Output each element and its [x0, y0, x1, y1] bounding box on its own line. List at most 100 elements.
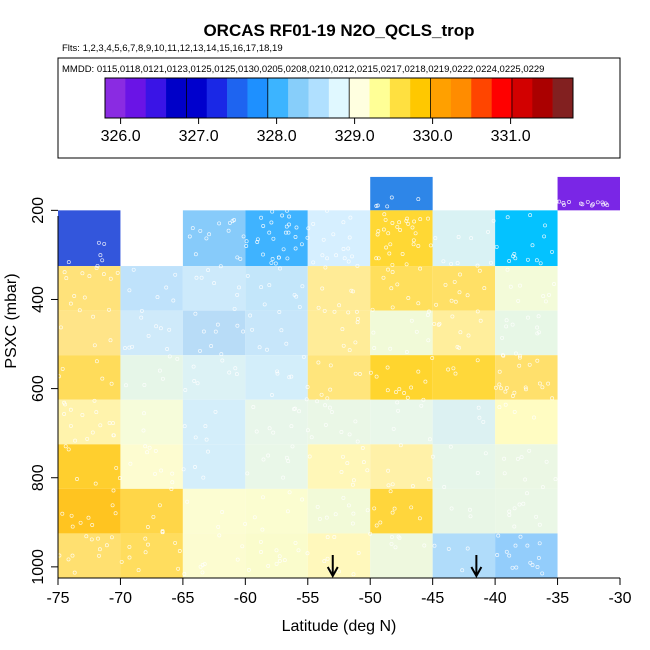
- flight-point: [514, 351, 518, 356]
- flight-point: [478, 318, 483, 323]
- flight-point: [142, 383, 147, 387]
- flight-point: [151, 514, 156, 519]
- flight-point: [94, 359, 99, 364]
- flight-point: [460, 568, 465, 573]
- flight-point: [157, 368, 162, 373]
- colorbar-swatch: [308, 78, 330, 118]
- flight-point: [427, 477, 431, 482]
- flight-point: [89, 537, 94, 542]
- flight-point: [113, 511, 118, 516]
- flight-point: [227, 220, 232, 225]
- flight-point: [115, 270, 120, 275]
- flight-point: [355, 439, 360, 444]
- flight-point: [396, 408, 401, 413]
- flight-point: [117, 476, 122, 481]
- flight-point: [284, 224, 289, 229]
- flight-point: [428, 243, 433, 248]
- flight-point: [244, 239, 249, 244]
- colorbar-swatch: [389, 78, 411, 118]
- flight-point: [193, 252, 198, 257]
- flight-point: [294, 225, 299, 230]
- flight-point: [165, 347, 170, 351]
- colorbar-swatch: [532, 78, 553, 118]
- flight-point: [97, 547, 102, 552]
- flight-point: [543, 299, 548, 304]
- heatmap-bin: [432, 355, 496, 400]
- flight-point: [68, 407, 73, 412]
- flights-text: Flts: 1,2,3,4,5,6,7,8,9,10,11,12,13,14,1…: [62, 43, 283, 54]
- colorbar-swatch: [552, 78, 574, 118]
- flight-point: [64, 276, 69, 281]
- flight-point: [325, 208, 329, 213]
- flight-point: [80, 271, 85, 276]
- flight-point: [554, 199, 559, 204]
- flight-point: [284, 455, 289, 460]
- flight-point: [143, 444, 148, 449]
- flight-point: [340, 327, 345, 332]
- flight-point: [260, 527, 265, 532]
- flight-point: [72, 294, 77, 298]
- plot-area: [57, 176, 620, 579]
- flight-point: [391, 426, 396, 431]
- heatmap-bin: [370, 266, 433, 311]
- heatmap-bin: [307, 210, 371, 267]
- flight-point: [390, 221, 395, 225]
- flight-point: [393, 545, 398, 550]
- flight-point: [300, 497, 305, 502]
- flight-point: [187, 234, 192, 239]
- colorbar-swatch: [471, 78, 492, 118]
- flight-point: [580, 202, 585, 207]
- flight-point: [306, 226, 311, 231]
- flight-point: [261, 457, 266, 462]
- flight-point: [245, 471, 250, 476]
- flight-point: [517, 363, 522, 368]
- heatmap-bin: [182, 210, 246, 267]
- flight-point: [119, 559, 124, 564]
- flight-point: [397, 220, 402, 225]
- flight-point: [200, 563, 205, 567]
- flight-point: [525, 543, 530, 548]
- flight-point: [386, 483, 391, 488]
- heatmap-bin: [245, 444, 308, 489]
- flight-point: [287, 375, 292, 380]
- flight-point: [468, 514, 473, 519]
- flight-point: [217, 533, 222, 538]
- flight-point: [266, 563, 271, 568]
- flight-point: [457, 345, 462, 350]
- flight-point: [232, 306, 237, 311]
- flight-point: [204, 437, 209, 442]
- flight-point: [143, 536, 148, 541]
- flight-point: [78, 520, 83, 525]
- flight-point: [347, 235, 352, 240]
- flight-point: [286, 230, 291, 235]
- flight-point: [190, 226, 195, 231]
- colorbar-tick-label: 329.0: [335, 128, 375, 145]
- flight-point: [591, 202, 595, 207]
- flight-point: [246, 567, 251, 572]
- flight-point: [192, 379, 197, 383]
- flight-point: [107, 421, 112, 425]
- colorbar-outline: [104, 77, 574, 119]
- flight-point: [542, 234, 547, 239]
- surface-arrow: [326, 555, 339, 579]
- flight-point: [293, 235, 298, 239]
- colorbar-swatch: [227, 78, 248, 118]
- flight-point: [389, 195, 394, 200]
- flight-point: [503, 402, 508, 407]
- flight-point: [389, 286, 394, 291]
- flight-point: [91, 314, 96, 319]
- heatmap-bin: [370, 444, 433, 489]
- flight-point: [552, 282, 556, 286]
- heatmap-bin: [120, 399, 183, 445]
- flight-point: [499, 386, 503, 391]
- heatmap-bin: [245, 355, 308, 400]
- flight-point: [322, 559, 327, 564]
- flight-point: [360, 446, 365, 450]
- heatmap-bin: [58, 210, 121, 267]
- flight-point: [550, 396, 555, 401]
- y-tick-label: 600: [30, 375, 47, 402]
- heatmap-bin: [307, 399, 371, 445]
- flight-point: [114, 465, 119, 470]
- flight-point: [175, 356, 180, 361]
- flight-point: [416, 244, 421, 248]
